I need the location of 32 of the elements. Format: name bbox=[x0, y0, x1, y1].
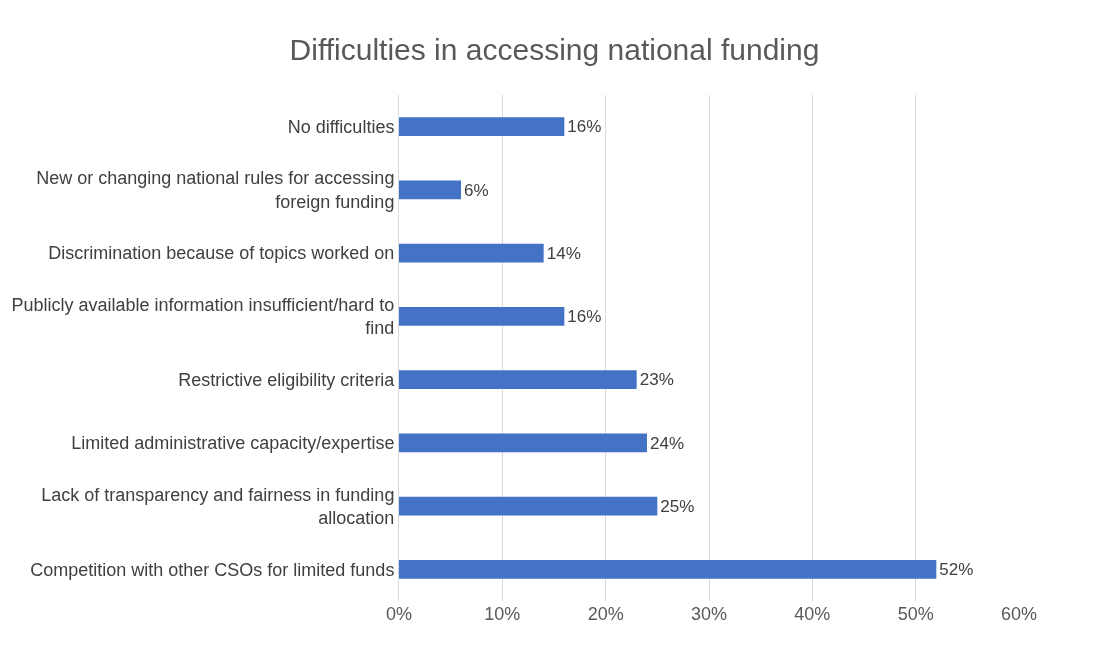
x-tick-label: 30% bbox=[690, 604, 728, 624]
bar bbox=[399, 370, 637, 390]
chart-title: Difficulties in accessing national funding bbox=[289, 32, 820, 66]
y-tick-label: Competition with other CSOs for limited funds bbox=[30, 559, 395, 580]
x-tick-label: 20% bbox=[587, 604, 624, 624]
data-label: 52% bbox=[939, 560, 974, 580]
bar bbox=[399, 496, 658, 516]
y-tick-label: Limited administrative capacity/expertise bbox=[71, 433, 395, 454]
data-label: 23% bbox=[639, 370, 674, 390]
data-label: 25% bbox=[660, 496, 695, 516]
data-label: 14% bbox=[546, 243, 581, 263]
y-tick-label: Lack of transparency and fairness in funding allocation bbox=[41, 484, 395, 529]
y-tick-label: New or changing national rules for accessing foreign funding bbox=[36, 168, 395, 212]
x-tick-label: 40% bbox=[794, 604, 831, 624]
bar bbox=[399, 180, 461, 200]
y-tick-label: Discrimination because of topics worked on bbox=[48, 243, 395, 264]
y-tick-label: Restrictive eligibility criteria bbox=[178, 369, 396, 390]
bar bbox=[399, 306, 565, 326]
y-tick-label: No difficulties bbox=[287, 116, 395, 137]
y-tick-label: Publicly available information insufficient/hard to find bbox=[11, 294, 395, 339]
bar bbox=[399, 243, 544, 263]
x-tick-label: 10% bbox=[484, 604, 521, 624]
bar bbox=[399, 559, 937, 579]
bar bbox=[399, 433, 647, 453]
data-label: 16% bbox=[567, 307, 602, 327]
x-tick-label: 0% bbox=[385, 604, 413, 624]
data-label: 6% bbox=[464, 180, 489, 200]
x-tick-label: 60% bbox=[1000, 604, 1038, 624]
data-label: 24% bbox=[650, 433, 685, 453]
data-label: 16% bbox=[567, 117, 602, 137]
x-tick-label: 50% bbox=[897, 604, 934, 624]
bar bbox=[399, 117, 565, 137]
